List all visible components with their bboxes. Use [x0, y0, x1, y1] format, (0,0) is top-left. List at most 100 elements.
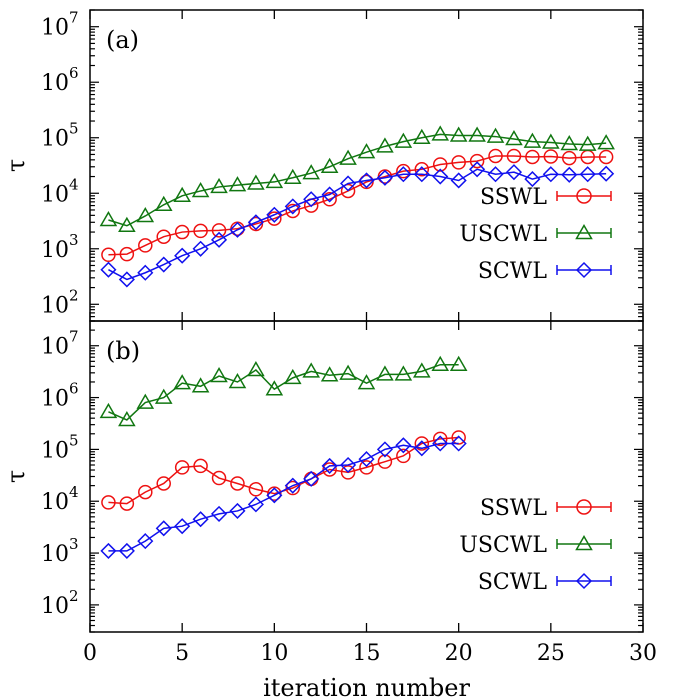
legend-marker	[575, 534, 593, 551]
data-point	[248, 216, 264, 232]
data-point	[432, 431, 448, 447]
series-line-scwl	[108, 442, 459, 552]
data-point	[266, 487, 283, 504]
data-point	[376, 137, 394, 153]
data-point	[561, 166, 578, 183]
legend-label: USCWL	[459, 222, 547, 247]
legend-label: SSWL	[480, 496, 547, 521]
data-point	[285, 203, 301, 219]
y-tick-exponent: 4	[69, 175, 79, 193]
data-point	[267, 486, 282, 501]
series-scwl	[100, 161, 615, 288]
data-point	[118, 542, 135, 559]
data-point	[283, 368, 302, 385]
data-point	[505, 129, 523, 146]
data-point	[192, 240, 209, 257]
data-point	[247, 496, 264, 513]
series-line-sswl	[108, 155, 607, 256]
data-point	[191, 181, 210, 198]
x-tick-label: 30	[629, 641, 657, 666]
y-tick-label: 10	[41, 490, 69, 515]
x-tick-label: 20	[445, 641, 473, 666]
legend-entry-uscwl: USCWL	[459, 222, 612, 247]
data-point	[322, 191, 337, 207]
data-point	[320, 157, 339, 174]
legend-entry-sswl: SSWL	[480, 185, 612, 210]
data-point	[302, 164, 320, 180]
data-point	[228, 176, 247, 192]
data-point	[247, 361, 265, 377]
data-point	[99, 210, 118, 227]
data-point	[230, 476, 245, 491]
data-point	[321, 457, 338, 474]
y-tick-label: 10	[41, 127, 69, 152]
y-tick-exponent: 5	[69, 431, 79, 449]
data-point	[432, 435, 449, 452]
data-point	[340, 456, 357, 474]
series-scwl	[100, 435, 467, 559]
data-point	[210, 177, 228, 194]
data-point	[211, 223, 227, 238]
data-point	[542, 133, 560, 149]
y-axis-label: τ	[2, 159, 30, 172]
data-point	[357, 374, 376, 390]
data-point	[283, 168, 302, 185]
data-point	[154, 388, 173, 404]
data-point	[193, 223, 208, 239]
data-point	[394, 365, 413, 381]
data-point	[174, 518, 191, 535]
data-point	[266, 206, 283, 223]
y-tick-exponent: 6	[69, 380, 79, 398]
data-point	[99, 402, 118, 419]
data-point	[229, 502, 246, 519]
data-point	[320, 366, 339, 382]
y-tick-label: 10	[41, 71, 69, 96]
data-point	[486, 127, 505, 143]
data-point	[432, 157, 448, 172]
x-tick-label: 10	[260, 641, 288, 666]
y-tick-exponent: 7	[69, 328, 79, 346]
data-point	[303, 470, 320, 487]
data-point	[284, 477, 301, 494]
x-tick-label: 15	[353, 641, 381, 666]
data-point	[321, 186, 338, 203]
data-point	[396, 163, 411, 179]
series-line-scwl	[108, 168, 607, 281]
data-point	[413, 440, 430, 457]
data-point	[579, 166, 596, 183]
data-point	[394, 132, 413, 148]
data-point	[359, 460, 374, 475]
y-tick-exponent: 2	[69, 286, 79, 304]
data-point	[248, 482, 264, 497]
data-point	[137, 264, 154, 281]
data-point	[413, 362, 431, 378]
data-point	[450, 172, 467, 189]
data-point	[118, 410, 136, 427]
data-point	[339, 149, 357, 165]
data-point	[265, 172, 284, 189]
y-axis-label: τ	[2, 470, 30, 483]
data-point	[156, 229, 171, 244]
data-point	[376, 169, 393, 186]
y-tick-label: 10	[41, 542, 69, 567]
data-point	[339, 364, 357, 380]
data-point	[340, 465, 356, 480]
data-point	[174, 247, 191, 264]
x-tick-label: 5	[175, 641, 189, 666]
data-point	[431, 125, 450, 141]
data-point	[468, 126, 486, 142]
data-point	[191, 377, 210, 393]
data-point	[154, 195, 173, 212]
y-tick-label: 10	[41, 182, 69, 207]
data-point	[505, 164, 523, 181]
data-point	[265, 380, 284, 396]
data-point	[414, 162, 430, 177]
y-tick-exponent: 3	[69, 535, 79, 553]
data-point	[562, 150, 577, 166]
data-point	[155, 256, 172, 273]
y-tick-exponent: 3	[69, 231, 79, 249]
data-point	[506, 148, 522, 164]
data-point	[396, 448, 411, 464]
